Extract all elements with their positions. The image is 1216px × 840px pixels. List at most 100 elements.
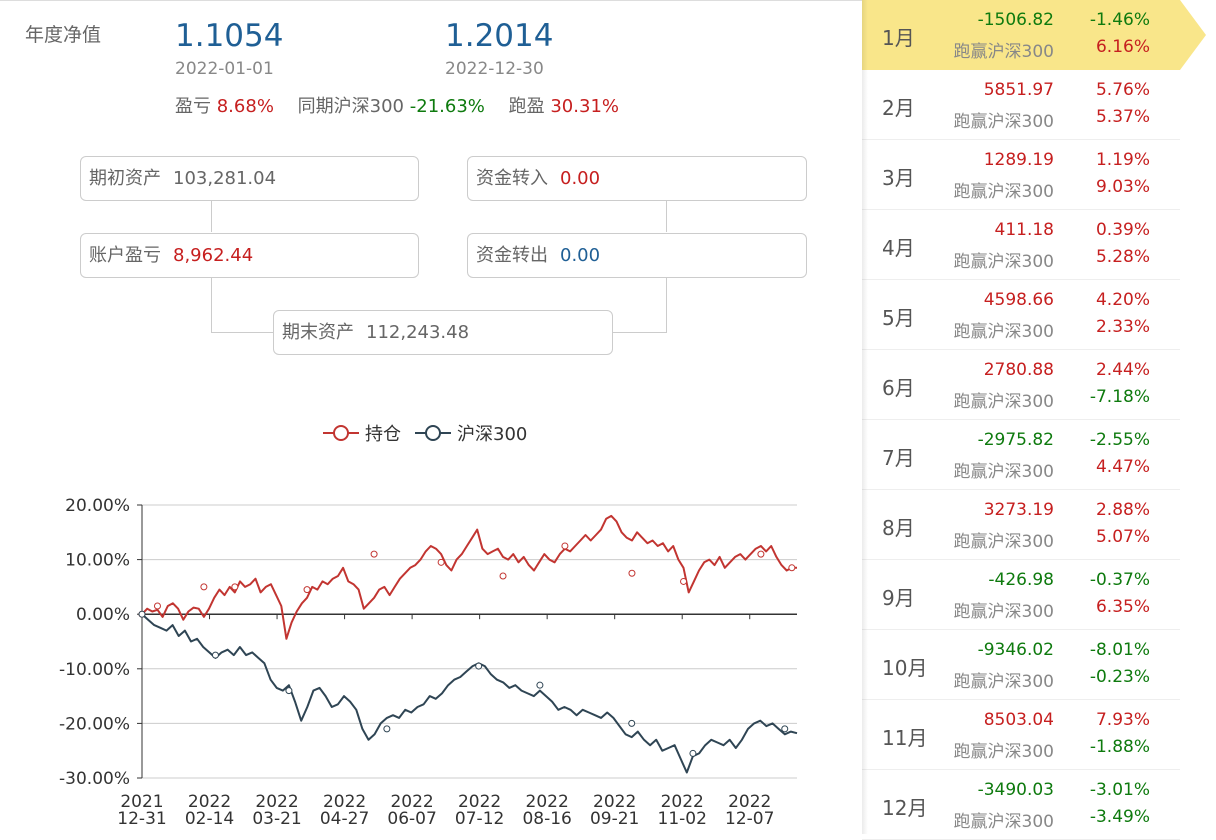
end-nav-value: 1.2014 <box>445 18 554 54</box>
series-point-holding <box>153 602 161 610</box>
month-pnl-pct: 2.44% <box>1095 360 1150 380</box>
x-tick-date: 11-02 <box>658 809 707 829</box>
x-tick-year: 2022 <box>593 792 636 812</box>
month-bench-label: 跑赢沪深300 <box>953 182 1054 202</box>
month-bench-pct: 5.37% <box>1095 107 1150 127</box>
x-tick-year: 2022 <box>458 792 501 812</box>
x-tick-year: 2022 <box>390 792 433 812</box>
month-label: 1月 <box>882 26 915 50</box>
x-tick-year: 2022 <box>661 792 704 812</box>
summary-line: 盈亏 8.68% 同期沪深300 -21.63% 跑盈 30.31% <box>175 92 619 118</box>
connector <box>613 332 667 333</box>
x-tick-year: 2022 <box>323 792 366 812</box>
connector <box>666 201 667 232</box>
month-bench-pct: 9.03% <box>1095 177 1150 197</box>
series-point-holding <box>788 564 796 572</box>
x-tick-date: 09-21 <box>590 809 639 829</box>
x-tick-date: 04-27 <box>320 809 369 829</box>
month-bench-pct: 5.28% <box>1095 247 1150 267</box>
month-pnl-pct: 0.39% <box>1095 220 1150 240</box>
panel-shadow <box>862 0 868 834</box>
month-bench-label: 跑赢沪深300 <box>953 392 1054 412</box>
month-bench-pct: -0.23% <box>1089 667 1150 687</box>
legend-holding-icon <box>323 425 359 441</box>
month-bench-label: 跑赢沪深300 <box>953 462 1054 482</box>
legend-item-holding[interactable]: 持仓 <box>323 420 401 446</box>
active-arrow-icon <box>1180 0 1206 70</box>
account-pnl-label: 账户盈亏 <box>89 245 161 266</box>
begin-assets-label: 期初资产 <box>89 168 161 189</box>
series-point-holding <box>231 583 239 591</box>
month-row[interactable]: 10月 -9346.02 -8.01% 跑赢沪深300 -0.23% <box>862 630 1180 700</box>
bench-label: 同期沪深300 <box>297 96 405 117</box>
legend-index-icon <box>415 425 451 441</box>
month-pnl-pct: 1.19% <box>1095 150 1150 170</box>
month-pnl-pct: -2.55% <box>1089 430 1150 450</box>
x-tick-year: 2021 <box>120 792 163 812</box>
month-bench-pct: 4.47% <box>1095 457 1150 477</box>
month-pnl-pct: -1.46% <box>1089 10 1150 30</box>
transfer-out-value: 0.00 <box>560 245 601 266</box>
start-date: 2022-01-01 <box>175 59 274 79</box>
transfer-out-box: 资金转出 0.00 <box>467 233 807 278</box>
month-row[interactable]: 9月 -426.98 -0.37% 跑赢沪深300 6.35% <box>862 560 1180 630</box>
month-bench-pct: 2.33% <box>1095 317 1150 337</box>
month-bench-pct: -3.49% <box>1089 807 1150 827</box>
connector <box>211 332 273 333</box>
month-pnl-pct: 2.88% <box>1095 500 1150 520</box>
month-row[interactable]: 5月 4598.66 4.20% 跑赢沪深300 2.33% <box>862 280 1180 350</box>
series-point-holding <box>200 583 208 591</box>
month-row[interactable]: 12月 -3490.03 -3.01% 跑赢沪深300 -3.49% <box>862 770 1180 840</box>
month-bench-label: 跑赢沪深300 <box>953 322 1054 342</box>
month-row[interactable]: 11月 8503.04 7.93% 跑赢沪深300 -1.88% <box>862 700 1180 770</box>
month-pnl-pct: -0.37% <box>1089 570 1150 590</box>
month-bench-label: 跑赢沪深300 <box>953 812 1054 832</box>
series-point-holding <box>757 550 765 558</box>
series-point-holding <box>437 558 445 566</box>
end-assets-value: 112,243.48 <box>366 322 470 343</box>
month-pnl-amount: -3490.03 <box>977 780 1054 800</box>
month-bench-label: 跑赢沪深300 <box>953 112 1054 132</box>
y-tick-label: 0.00% <box>76 605 130 625</box>
month-row[interactable]: 2月 5851.97 5.76% 跑赢沪深300 5.37% <box>862 70 1180 140</box>
month-bench-label: 跑赢沪深300 <box>953 672 1054 692</box>
month-row[interactable]: 7月 -2975.82 -2.55% 跑赢沪深300 4.47% <box>862 420 1180 490</box>
month-row[interactable]: 1月 -1506.82 -1.46% 跑赢沪深300 6.16% <box>862 0 1206 70</box>
series-point-holding <box>561 542 569 550</box>
series-point-index <box>211 651 219 659</box>
month-bench-label: 跑赢沪深300 <box>953 742 1054 762</box>
line-chart: 20.00% 10.00% 0.00% -10.00% -20.00% -30.00% 20… <box>59 496 798 829</box>
transfer-in-box: 资金转入 0.00 <box>467 156 807 201</box>
y-tick-label: -30.00% <box>59 769 130 789</box>
month-pnl-pct: 5.76% <box>1095 80 1150 100</box>
month-bench-pct: 6.35% <box>1095 597 1150 617</box>
month-pnl-amount: -426.98 <box>988 570 1054 590</box>
pnl-label: 盈亏 <box>175 96 211 117</box>
month-row[interactable]: 4月 411.18 0.39% 跑赢沪深300 5.28% <box>862 210 1180 280</box>
series-point-index <box>383 725 391 733</box>
begin-assets-value: 103,281.04 <box>173 168 277 189</box>
series-point-holding <box>303 586 311 594</box>
month-label: 3月 <box>882 166 915 190</box>
month-pnl-pct: 7.93% <box>1095 710 1150 730</box>
y-tick-label: -10.00% <box>59 660 130 680</box>
month-row[interactable]: 3月 1289.19 1.19% 跑赢沪深300 9.03% <box>862 140 1180 210</box>
connector <box>666 278 667 332</box>
transfer-out-label: 资金转出 <box>476 245 548 266</box>
month-row[interactable]: 8月 3273.19 2.88% 跑赢沪深300 5.07% <box>862 490 1180 560</box>
month-row[interactable]: 6月 2780.88 2.44% 跑赢沪深300 -7.18% <box>862 350 1180 420</box>
connector <box>211 278 212 332</box>
month-pnl-pct: -8.01% <box>1089 640 1150 660</box>
series-line-holding <box>141 514 797 640</box>
legend-item-index[interactable]: 沪深300 <box>415 420 527 446</box>
month-label: 7月 <box>882 446 915 470</box>
month-bench-pct: 5.07% <box>1095 527 1150 547</box>
month-label: 8月 <box>882 516 915 540</box>
month-pnl-amount: 2780.88 <box>983 360 1054 380</box>
month-bench-pct: -7.18% <box>1089 387 1150 407</box>
x-tick-date: 02-14 <box>185 809 234 829</box>
series-point-index <box>285 687 293 695</box>
transfer-in-value: 0.00 <box>560 168 601 189</box>
month-bench-label: 跑赢沪深300 <box>953 532 1054 552</box>
month-label: 10月 <box>882 656 928 680</box>
